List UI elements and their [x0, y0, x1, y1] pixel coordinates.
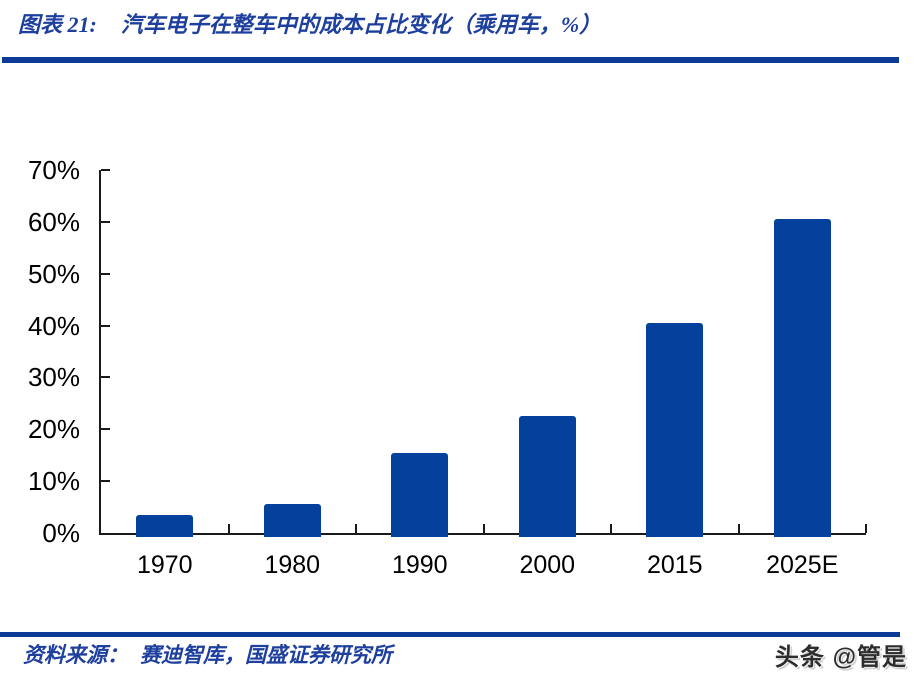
x-axis-tick	[227, 524, 230, 533]
figure-number-label: 图表 21:	[18, 12, 97, 37]
header-divider-line	[2, 57, 899, 63]
y-axis-tick-label: 60%	[27, 206, 80, 237]
bar-1970	[136, 514, 194, 537]
x-axis-label-2025E: 2025E	[766, 551, 839, 579]
bar-2025E	[773, 219, 831, 537]
bar-2000	[518, 416, 576, 537]
y-axis-tick	[101, 376, 110, 379]
y-axis-tick	[101, 272, 110, 275]
y-axis-tick	[101, 480, 110, 483]
x-axis-label-1980: 1980	[264, 551, 321, 579]
x-axis-tick	[482, 524, 485, 533]
x-axis-label-1970: 1970	[136, 551, 193, 579]
source-text: 赛迪智库，国盛证券研究所	[140, 643, 392, 667]
y-axis-tick	[101, 324, 110, 327]
x-axis-tick	[737, 524, 740, 533]
x-axis-tick	[610, 524, 612, 533]
figure-title: 汽车电子在整车中的成本占比变化（乘用车，%）	[120, 12, 602, 37]
y-axis-tick-label: 10%	[27, 466, 80, 497]
x-axis-label-2015: 2015	[646, 551, 703, 579]
y-axis-line	[99, 170, 101, 535]
x-axis-label-2000: 2000	[519, 551, 576, 579]
source-label: 资料来源：	[23, 643, 128, 667]
bar-2015	[646, 322, 704, 537]
x-axis-tick	[355, 524, 357, 533]
bar-chart: 0% 10% 20% 30% 40% 50% 60% 70% 1970 1980 1990 2000 2…	[27, 155, 867, 579]
y-axis-tick-label: 30%	[27, 362, 80, 393]
footer-divider-line	[0, 632, 900, 637]
y-axis-tick-label: 40%	[27, 310, 80, 341]
y-axis-tick	[101, 220, 110, 223]
figure-header: 图表 21: 汽车电子在整车中的成本占比变化（乘用车，%）	[18, 10, 601, 40]
bar-1980	[263, 504, 321, 537]
x-axis-line	[99, 533, 866, 535]
bar-1990	[391, 452, 449, 537]
y-axis-tick-label: 70%	[27, 155, 80, 185]
x-axis-tick	[865, 524, 867, 533]
y-axis-tick-label: 20%	[27, 414, 80, 445]
y-axis-tick	[101, 169, 110, 171]
y-axis-tick-label: 50%	[27, 258, 80, 289]
y-axis-tick-label: 0%	[42, 518, 80, 548]
source-line: 资料来源： 赛迪智库，国盛证券研究所	[23, 641, 392, 669]
watermark-text: 头条 @管是	[774, 644, 907, 671]
x-axis-label-1990: 1990	[391, 551, 448, 579]
y-axis-tick	[101, 428, 110, 431]
